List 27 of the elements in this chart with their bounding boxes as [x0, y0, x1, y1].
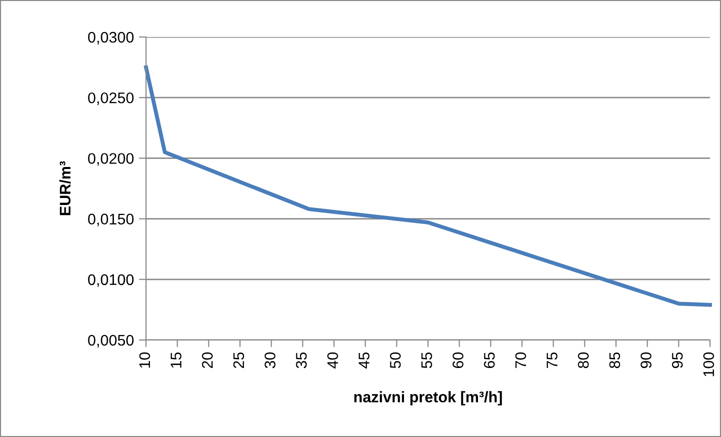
x-tick-label: 15 [170, 352, 182, 368]
x-tick-label: 55 [421, 352, 432, 368]
x-tick-label: 75 [546, 352, 558, 368]
x-tick-label: 70 [515, 352, 526, 368]
y-tick-label: 0,0300 [88, 32, 134, 44]
y-tick-label: 0,0050 [88, 334, 134, 348]
x-tick-label: 25 [233, 352, 244, 368]
x-tick-label: 40 [327, 352, 338, 368]
x-tick-label: 45 [358, 352, 370, 368]
y-axis-title: EUR/m³ [59, 161, 71, 216]
y-tick-label: 0,0200 [88, 153, 134, 166]
x-tick-label: 10 [139, 352, 150, 368]
x-axis-title: nazivni pretok [m³/h] [354, 391, 502, 406]
x-tick-label: 35 [296, 352, 307, 368]
x-tick-label: 100 [703, 352, 714, 376]
y-tick-label: 0,0100 [88, 274, 134, 287]
x-tick-label: 85 [609, 352, 620, 368]
x-tick-label: 30 [264, 352, 276, 368]
y-tick-label: 0,0150 [88, 214, 134, 226]
x-tick-label: 65 [484, 352, 495, 368]
x-tick-label: 80 [578, 352, 589, 368]
x-tick-label: 95 [672, 352, 683, 368]
x-tick-label: 50 [390, 352, 401, 368]
y-tick-label: 0,0250 [88, 92, 134, 106]
x-tick-label: 60 [452, 352, 464, 368]
x-tick-label: 20 [202, 352, 213, 368]
x-tick-label: 90 [640, 352, 652, 368]
